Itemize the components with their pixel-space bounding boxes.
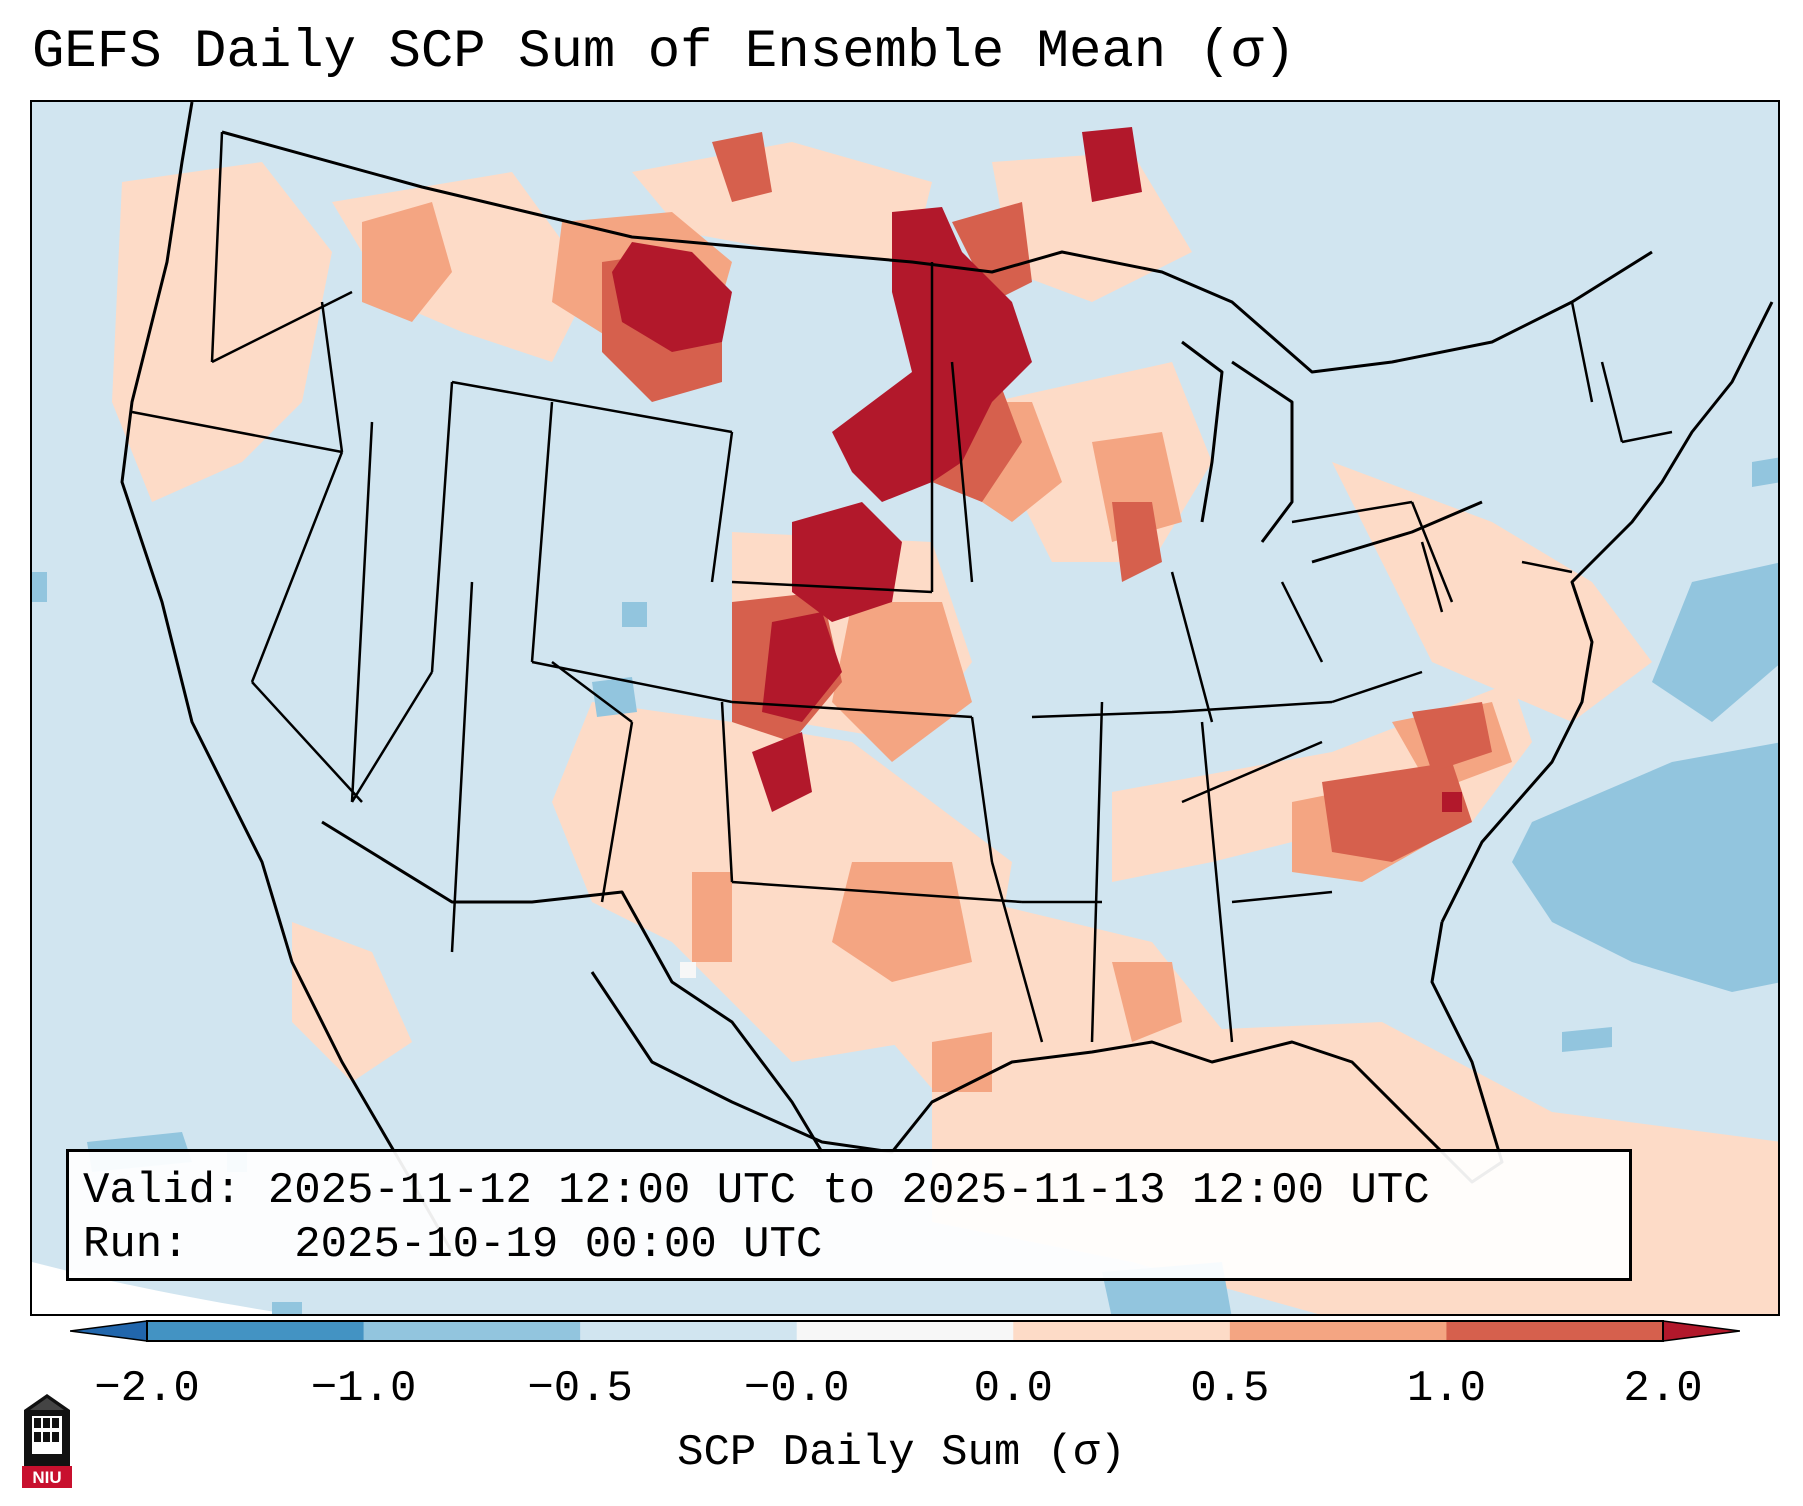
colorbar-tick-label: 1.0 [1406,1364,1487,1414]
run-label: Run: [83,1220,189,1270]
map-svg [32,102,1778,1314]
colorbar-bin-3 [796,1321,1014,1341]
east-coastline [1440,301,1774,923]
validity-info-box: Valid: 2025-11-12 12:00 UTC to 2025-11-1… [66,1149,1632,1281]
colorbar-title: SCP Daily Sum (σ) [677,1428,1126,1478]
colorbar-tick-label: −1.0 [310,1364,417,1414]
west-coastline [120,102,454,1253]
colorbar-tick-label: −2.0 [94,1364,200,1414]
state-lines [131,131,1673,1043]
colorbar-bin-4 [1013,1321,1231,1341]
colorbar-tick-label: 2.0 [1623,1364,1703,1414]
anomaly-white-cell [680,962,696,978]
chart-title: GEFS Daily SCP Sum of Ensemble Mean (σ) [32,22,1296,83]
colorbar-under-extension [70,1320,148,1342]
colorbar-over-extension [1662,1320,1740,1342]
colorbar-bin-2 [580,1321,798,1341]
colorbar-tick-label: −0.0 [743,1364,850,1414]
valid-label: Valid: [83,1166,242,1216]
valid-value: 2025-11-12 12:00 UTC to 2025-11-13 12:00… [267,1166,1430,1216]
mexico-us-border [321,820,824,1153]
gulf-coastline [590,921,1504,1184]
valid-row: Valid: 2025-11-12 12:00 UTC to 2025-11-1… [83,1164,1615,1218]
logo-text: NIU [32,1468,61,1487]
run-value: 2025-10-19 00:00 UTC [294,1220,823,1270]
canada-us-border [221,130,1653,374]
colorbar-bin-1 [363,1321,581,1341]
colorbar-tick-label: 0.0 [973,1364,1053,1414]
colorbar-bin-0 [147,1321,365,1341]
colorbar-tick-label: −0.5 [527,1364,633,1414]
map-panel [30,100,1780,1316]
run-row: Run: 2025-10-19 00:00 UTC [83,1218,1615,1272]
niu-logo-icon: NIU [22,1394,72,1488]
colorbar-tick-label: 0.5 [1190,1364,1270,1414]
map-borders [120,102,1774,1253]
colorbar-bin-6 [1446,1321,1664,1341]
colorbar [70,1320,1740,1342]
great-lakes [1181,340,1483,564]
colorbar-bin-5 [1229,1321,1447,1341]
